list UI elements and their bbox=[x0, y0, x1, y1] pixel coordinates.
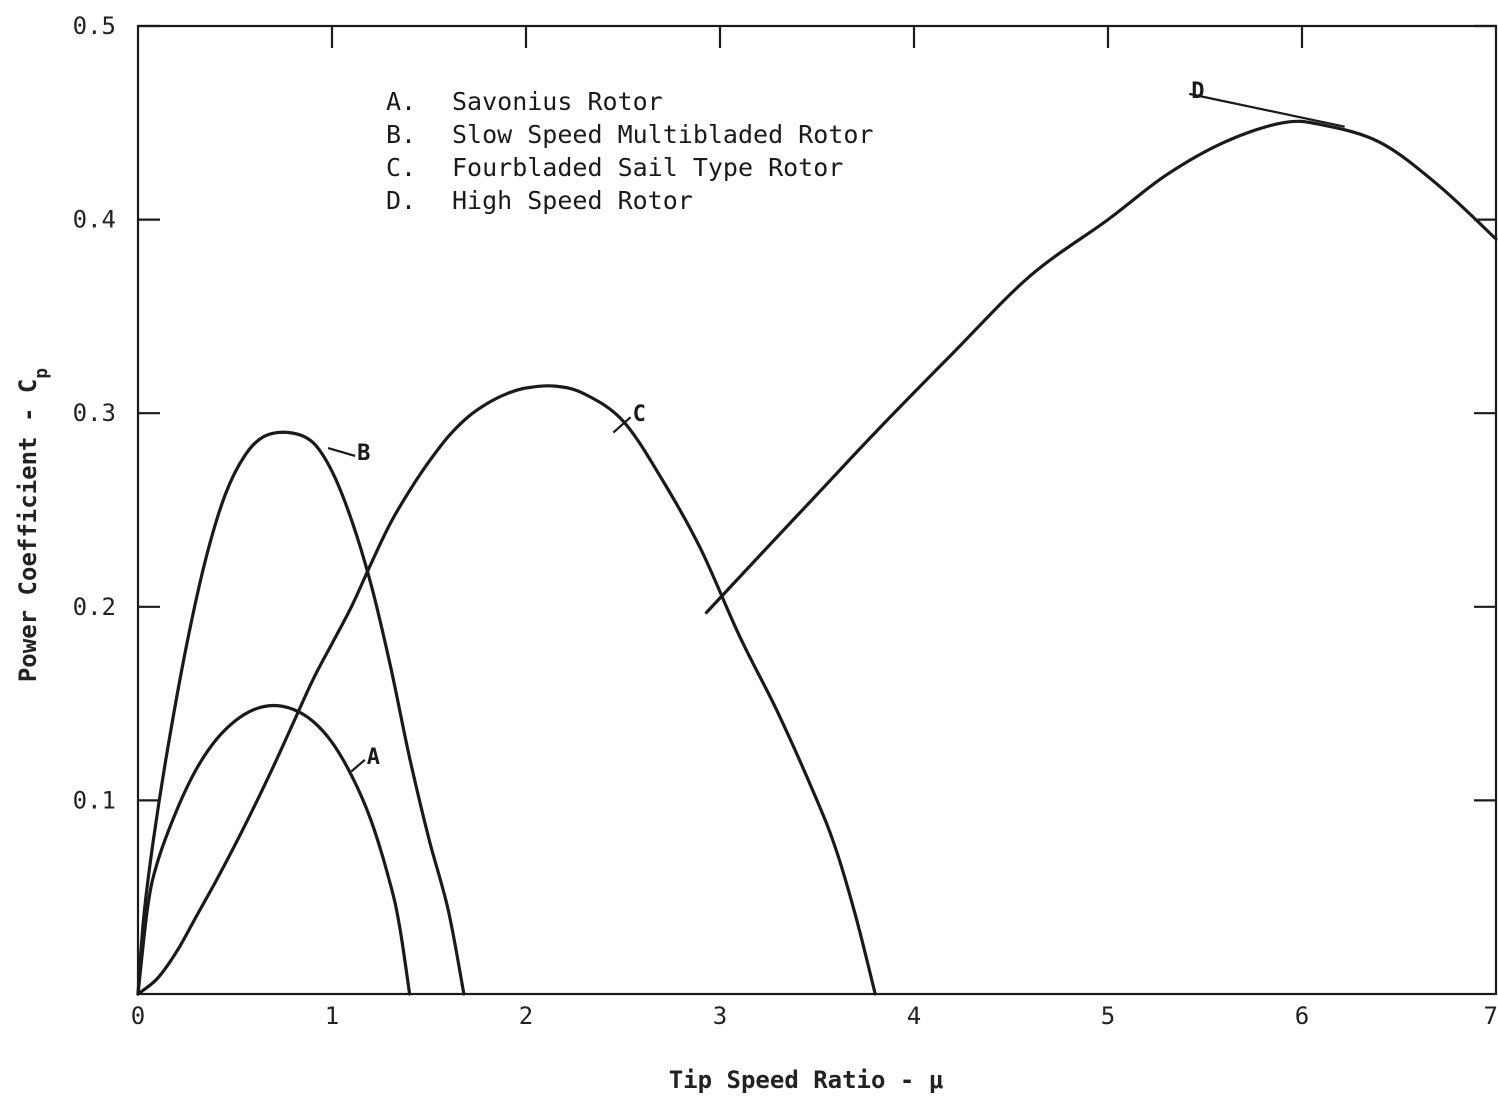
legend-entry: Savonius Rotor bbox=[452, 87, 663, 116]
x-tick-label: 7 bbox=[1484, 1002, 1498, 1030]
legend-entry: Slow Speed Multibladed Rotor bbox=[452, 120, 873, 149]
legend-key: C. bbox=[386, 153, 416, 182]
series-c-line bbox=[136, 384, 877, 996]
x-tick-label: 1 bbox=[325, 1002, 339, 1030]
y-tick-label: 0.5 bbox=[73, 12, 116, 40]
x-tick-label: 0 bbox=[131, 1002, 145, 1030]
x-tick-label: 4 bbox=[907, 1002, 921, 1030]
series-c-label: C bbox=[633, 402, 646, 427]
series-a-label: A bbox=[367, 745, 380, 770]
legend-key: A. bbox=[386, 87, 416, 116]
series-layer: A B C D bbox=[136, 79, 1498, 996]
legend-key: B. bbox=[386, 120, 416, 149]
y-tick-label: 0.2 bbox=[73, 593, 116, 621]
series-d-line bbox=[704, 119, 1498, 615]
series-b-line bbox=[136, 430, 466, 996]
y-axis-title: Power Coefficient - Cp bbox=[14, 368, 52, 682]
x-tick-label: 6 bbox=[1295, 1002, 1309, 1030]
series-b-leader bbox=[327, 446, 356, 457]
y-tick-label: 0.3 bbox=[73, 399, 116, 427]
series-d-leader bbox=[1189, 92, 1345, 128]
series-b-label: B bbox=[357, 441, 370, 466]
x-axis: 0 1 2 3 4 5 6 7 bbox=[131, 26, 1498, 1030]
y-tick-label: 0.4 bbox=[73, 206, 116, 234]
series-a-line bbox=[136, 703, 412, 996]
x-tick-label: 3 bbox=[713, 1002, 727, 1030]
series-a-leader bbox=[350, 759, 366, 773]
y-axis-title-main: Power Coefficient - C bbox=[14, 379, 42, 682]
y-axis: 0.1 0.2 0.3 0.4 0.5 bbox=[73, 12, 1496, 814]
plot-frame bbox=[136, 24, 1498, 996]
y-tick-label: 0.1 bbox=[73, 786, 116, 814]
legend-entry: High Speed Rotor bbox=[452, 186, 693, 215]
series-c-leader bbox=[612, 416, 632, 434]
x-tick-label: 2 bbox=[519, 1002, 533, 1030]
series-d-label: D bbox=[1191, 79, 1204, 104]
x-tick-label: 5 bbox=[1101, 1002, 1115, 1030]
x-axis-title: Tip Speed Ratio - μ bbox=[669, 1066, 944, 1094]
legend-key: D. bbox=[386, 186, 416, 215]
legend: A. Savonius Rotor B. Slow Speed Multibladed… bbox=[386, 87, 873, 215]
legend-entry: Fourbladed Sail Type Rotor bbox=[452, 153, 843, 182]
y-axis-title-subscript: p bbox=[31, 368, 52, 379]
